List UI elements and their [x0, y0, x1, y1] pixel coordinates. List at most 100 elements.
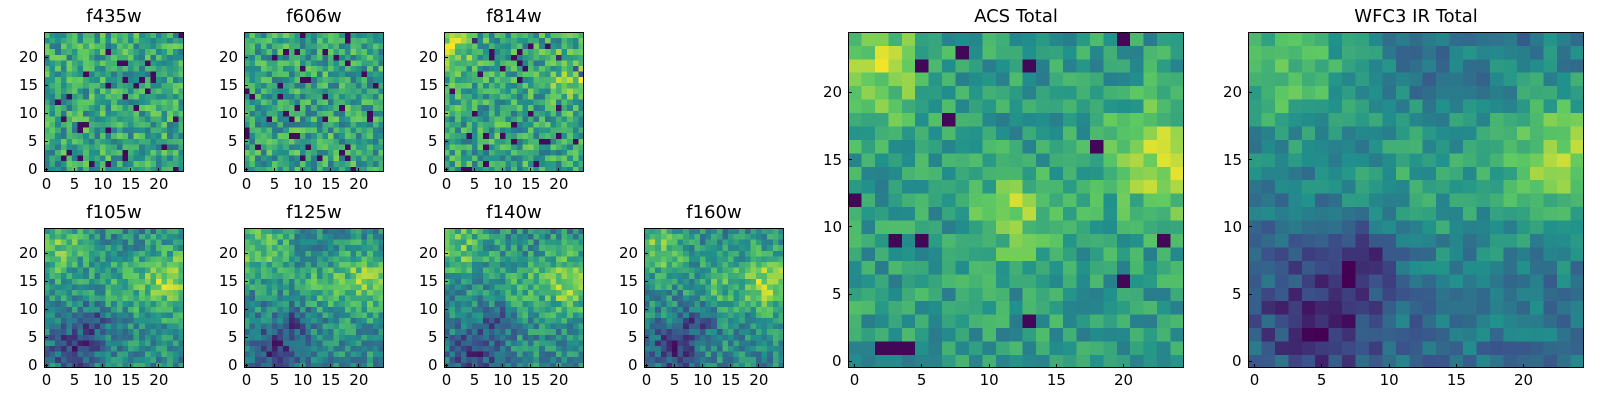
- heatmap-cell: [500, 334, 506, 341]
- heatmap-cell: [494, 166, 501, 172]
- heatmap-cell: [294, 272, 301, 279]
- heatmap-cell: [688, 261, 695, 268]
- heatmap-cell: [505, 362, 512, 368]
- heatmap-cell: [466, 110, 473, 117]
- heatmap-cell: [572, 261, 579, 268]
- heatmap-cell: [105, 121, 112, 128]
- heatmap-cell: [516, 132, 523, 139]
- heatmap-cell: [172, 104, 179, 111]
- heatmap-cell: [750, 278, 757, 285]
- heatmap-cell: [733, 244, 740, 251]
- heatmap-cell: [1143, 300, 1158, 315]
- heatmap-cell: [694, 278, 701, 285]
- heatmap-cell: [88, 306, 95, 313]
- heatmap-cell: [516, 272, 523, 279]
- heatmap-cell: [1089, 287, 1104, 302]
- heatmap-cell: [578, 278, 584, 285]
- heatmap-cell: [488, 250, 495, 257]
- heatmap-cell: [66, 351, 73, 358]
- heatmap-cell: [72, 48, 78, 55]
- heatmap-cell: [1022, 126, 1037, 140]
- heatmap-cell: [772, 340, 779, 346]
- x-tick-mark: [302, 168, 304, 172]
- heatmap-cell: [683, 312, 690, 318]
- heatmap-cell: [915, 220, 930, 234]
- heatmap-cell: [500, 65, 506, 72]
- heatmap-cell: [511, 256, 518, 262]
- heatmap-cell: [539, 328, 546, 335]
- heatmap-cell: [300, 60, 306, 66]
- heatmap-cell: [666, 362, 673, 368]
- heatmap-cell: [350, 256, 357, 262]
- x-tick-label: 10: [293, 175, 313, 193]
- heatmap-cell: [1143, 206, 1158, 221]
- heatmap-cell: [666, 306, 673, 313]
- heatmap-cell: [72, 295, 78, 302]
- heatmap-cell: [761, 362, 768, 368]
- heatmap-cell: [66, 278, 73, 285]
- heatmap-cell: [928, 287, 943, 302]
- heatmap-cell: [344, 160, 351, 167]
- heatmap-cell: [522, 317, 529, 324]
- heatmap-cell: [150, 306, 157, 313]
- heatmap-cell: [300, 312, 306, 318]
- heatmap-cell: [578, 32, 584, 38]
- heatmap-cell: [66, 295, 73, 302]
- heatmap-cell: [1170, 260, 1184, 275]
- heatmap-cell: [888, 273, 903, 288]
- heatmap-cell: [561, 351, 568, 358]
- heatmap-cell: [522, 104, 529, 111]
- heatmap-cell: [522, 138, 529, 145]
- heatmap-cell: [767, 340, 774, 346]
- heatmap-cell: [72, 138, 78, 145]
- heatmap-cell: [716, 278, 723, 285]
- heatmap-cell: [449, 60, 456, 66]
- heatmap-cell: [94, 155, 101, 162]
- heatmap-cell: [772, 334, 779, 341]
- heatmap-cell: [683, 356, 690, 363]
- heatmap-cell: [277, 32, 284, 38]
- heatmap-cell: [455, 272, 462, 279]
- heatmap-cell: [266, 328, 273, 335]
- heatmap-cell: [167, 82, 174, 89]
- heatmap-cell: [311, 155, 318, 162]
- heatmap-cell: [444, 345, 450, 352]
- heatmap-cell: [139, 306, 146, 313]
- heatmap-cell: [578, 300, 584, 307]
- heatmap-cell: [995, 300, 1010, 315]
- heatmap-cell: [172, 328, 179, 335]
- heatmap-cell: [666, 312, 673, 318]
- heatmap-cell: [272, 138, 278, 145]
- heatmap-cell: [539, 43, 546, 50]
- heatmap-cell: [744, 362, 751, 368]
- heatmap-cell: [128, 312, 134, 318]
- heatmap-cell: [372, 155, 379, 162]
- heatmap-cell: [677, 267, 684, 274]
- heatmap-cell: [488, 88, 495, 94]
- heatmap-cell: [94, 334, 101, 341]
- heatmap-cell: [277, 312, 284, 318]
- heatmap-cell: [572, 323, 579, 330]
- heatmap-cell: [928, 247, 943, 261]
- heatmap-cell: [756, 300, 762, 307]
- heatmap-cell: [666, 328, 673, 335]
- heatmap-cell: [1009, 300, 1024, 315]
- heatmap-cell: [77, 272, 84, 279]
- heatmap-cell: [361, 356, 368, 363]
- heatmap-cell: [156, 233, 162, 240]
- heatmap-cell: [455, 43, 462, 50]
- heatmap-cell: [339, 71, 346, 78]
- heatmap-cell: [272, 300, 278, 307]
- heatmap-cell: [455, 244, 462, 251]
- heatmap-cell: [761, 356, 768, 363]
- heatmap-cell: [111, 160, 118, 167]
- heatmap-cell: [294, 295, 301, 302]
- heatmap-cell: [249, 289, 256, 296]
- heatmap-cell: [660, 312, 667, 318]
- heatmap-cell: [100, 127, 106, 134]
- y-tick-label: 5: [428, 132, 438, 151]
- heatmap-cell: [294, 362, 301, 368]
- heatmap-cell: [111, 228, 118, 234]
- heatmap-cell: [511, 132, 518, 139]
- heatmap-cell: [995, 260, 1010, 275]
